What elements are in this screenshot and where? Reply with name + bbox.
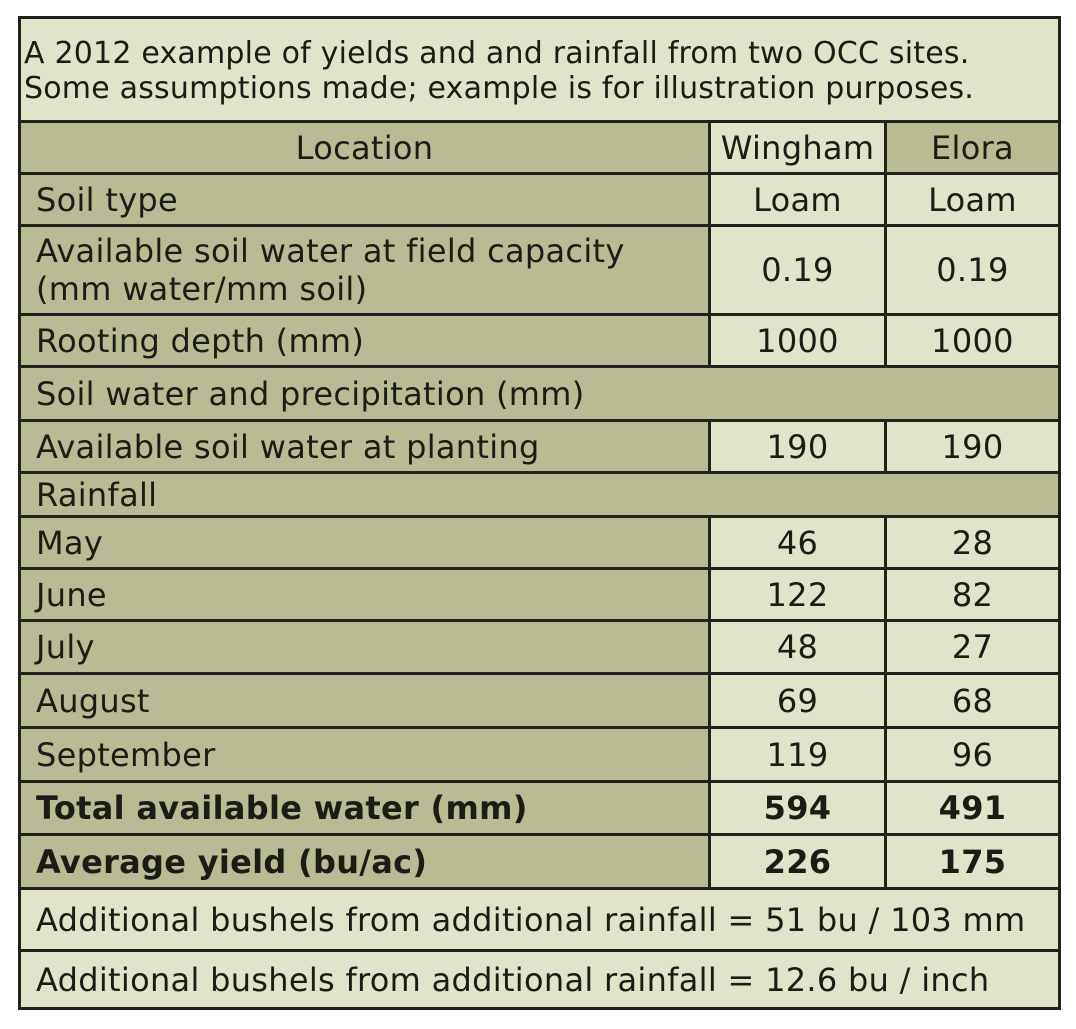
table-row: July 48 27 — [21, 622, 1058, 675]
table-row-total: Total available water (mm) 594 491 — [21, 783, 1058, 836]
table-row: Available soil water at field capacity (… — [21, 227, 1058, 316]
wingham-value: Loam — [753, 180, 842, 219]
rainfall-yield-table: A 2012 example of yields and and rainfal… — [18, 16, 1061, 1010]
elora-value: 82 — [951, 575, 994, 614]
section-row-rainfall: Rainfall — [21, 474, 1058, 518]
footer-row-inch: Additional bushels from additional rainf… — [21, 952, 1058, 1007]
wingham-value: 190 — [766, 427, 829, 466]
header-row: Location Wingham Elora — [21, 123, 1058, 175]
elora-value: 175 — [938, 842, 1007, 881]
wingham-value: 46 — [776, 523, 819, 562]
elora-value: 491 — [938, 789, 1007, 827]
table-row: Rooting depth (mm) 1000 1000 — [21, 316, 1058, 368]
title-line-1: A 2012 example of yields and and rainfal… — [24, 35, 970, 71]
header-wingham: Wingham — [720, 128, 875, 167]
section-label: Rainfall — [36, 475, 158, 514]
wingham-value: 1000 — [756, 321, 839, 360]
section-row-soil-water: Soil water and precipitation (mm) — [21, 368, 1058, 422]
table-row-yield: Average yield (bu/ac) 226 175 — [21, 836, 1058, 890]
table-row: September 119 96 — [21, 729, 1058, 783]
row-label-sub: (mm water/mm soil) — [36, 270, 368, 308]
wingham-value: 119 — [766, 735, 829, 774]
row-label: Rooting depth (mm) — [36, 321, 365, 360]
table-row: Soil type Loam Loam — [21, 175, 1058, 227]
table-row: May 46 28 — [21, 518, 1058, 570]
elora-value: Loam — [928, 180, 1017, 219]
row-label: Soil type — [36, 180, 179, 219]
table-row: June 122 82 — [21, 570, 1058, 622]
row-label: Total available water (mm) — [36, 789, 528, 827]
footer-line-1: Additional bushels from additional rainf… — [36, 900, 1026, 939]
header-elora: Elora — [931, 128, 1014, 167]
header-location: Location — [295, 128, 434, 167]
row-label: Available soil water at planting — [36, 427, 540, 466]
footer-line-2: Additional bushels from additional rainf… — [36, 960, 990, 999]
elora-value: 96 — [951, 735, 994, 774]
elora-value: 27 — [951, 628, 994, 666]
table-row: August 69 68 — [21, 675, 1058, 729]
row-label: Available soil water at field capacity — [36, 232, 625, 270]
elora-value: 190 — [941, 427, 1004, 466]
wingham-value: 69 — [776, 681, 819, 720]
table-title: A 2012 example of yields and and rainfal… — [21, 19, 1058, 123]
wingham-value: 594 — [763, 789, 832, 827]
row-label: July — [36, 628, 95, 666]
wingham-value: 48 — [776, 628, 819, 666]
footer-row-mm: Additional bushels from additional rainf… — [21, 890, 1058, 952]
elora-value: 1000 — [931, 321, 1014, 360]
row-label: August — [36, 681, 150, 720]
row-label: May — [36, 523, 104, 562]
title-line-2: Some assumptions made; example is for il… — [24, 70, 975, 106]
elora-value: 28 — [951, 523, 994, 562]
elora-value: 0.19 — [936, 251, 1009, 289]
wingham-value: 122 — [766, 575, 829, 614]
row-label: June — [36, 575, 107, 614]
table-row: Available soil water at planting 190 190 — [21, 422, 1058, 474]
elora-value: 68 — [951, 681, 994, 720]
wingham-value: 0.19 — [761, 251, 834, 289]
row-label: Average yield (bu/ac) — [36, 842, 428, 881]
wingham-value: 226 — [763, 842, 832, 881]
row-label: September — [36, 735, 216, 774]
section-label: Soil water and precipitation (mm) — [36, 374, 585, 413]
